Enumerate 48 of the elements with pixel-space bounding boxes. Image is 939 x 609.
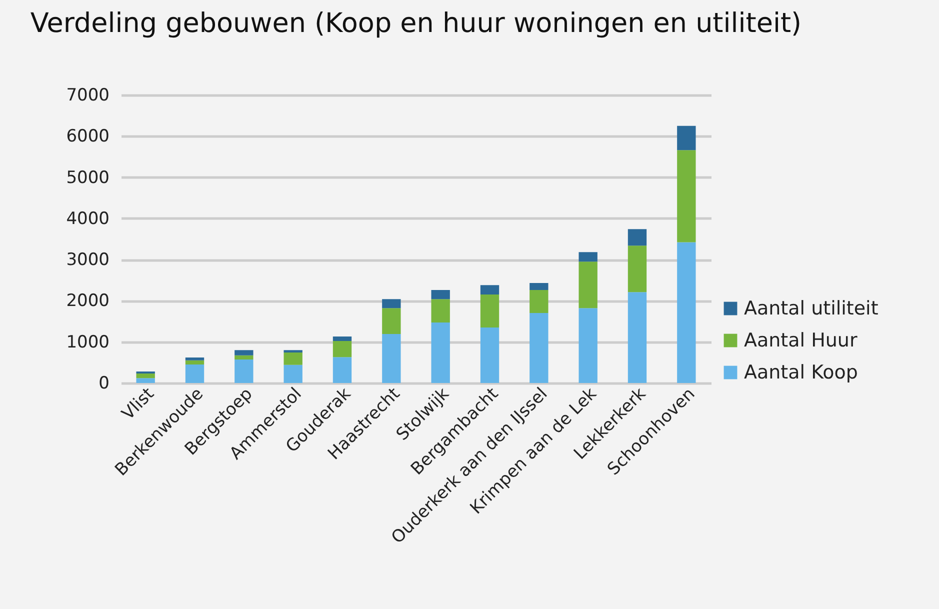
bar <box>382 334 401 383</box>
legend-label: Aantal utiliteit <box>744 298 878 320</box>
bar <box>530 313 548 383</box>
bar <box>136 374 155 378</box>
bar <box>480 327 500 383</box>
y-tick-label: 6000 <box>66 126 110 147</box>
bar <box>431 299 450 323</box>
bar <box>677 150 696 242</box>
y-tick-label: 1000 <box>66 332 110 352</box>
bar <box>628 246 647 292</box>
chart-title: Verdeling gebouwen (Koop en huur woningen en utiliteit) <box>30 8 802 39</box>
bar <box>578 252 598 262</box>
bar <box>431 322 450 383</box>
bar <box>332 341 352 358</box>
bar <box>480 285 500 295</box>
bar <box>677 242 696 383</box>
legend-label: Aantal Koop <box>744 362 858 384</box>
bar <box>136 378 155 383</box>
bar <box>480 294 500 328</box>
bar <box>578 308 598 383</box>
y-tick-label: 2000 <box>66 291 110 312</box>
bar <box>234 350 254 356</box>
bar <box>530 290 548 314</box>
y-tick-label: 5000 <box>66 168 110 188</box>
y-tick-label: 3000 <box>66 250 110 270</box>
y-tick-label: 7000 <box>66 86 110 106</box>
bar <box>332 357 352 383</box>
bar <box>284 364 302 383</box>
bar <box>628 229 647 246</box>
bar <box>382 308 401 334</box>
bar <box>431 290 450 300</box>
bar <box>136 371 155 374</box>
bar <box>332 336 352 342</box>
bar <box>185 360 204 364</box>
bar <box>628 292 647 383</box>
bar <box>185 364 204 383</box>
bar <box>530 283 548 290</box>
bar <box>677 126 696 150</box>
bar <box>234 355 254 360</box>
bar <box>578 262 598 308</box>
y-tick-label: 0 <box>98 374 110 394</box>
bar <box>234 360 254 383</box>
bar <box>284 352 302 365</box>
legend-label: Aantal Huur <box>744 330 858 352</box>
bar <box>185 357 204 360</box>
bar <box>382 299 401 308</box>
bar <box>284 350 302 353</box>
y-tick-label: 4000 <box>66 208 110 229</box>
